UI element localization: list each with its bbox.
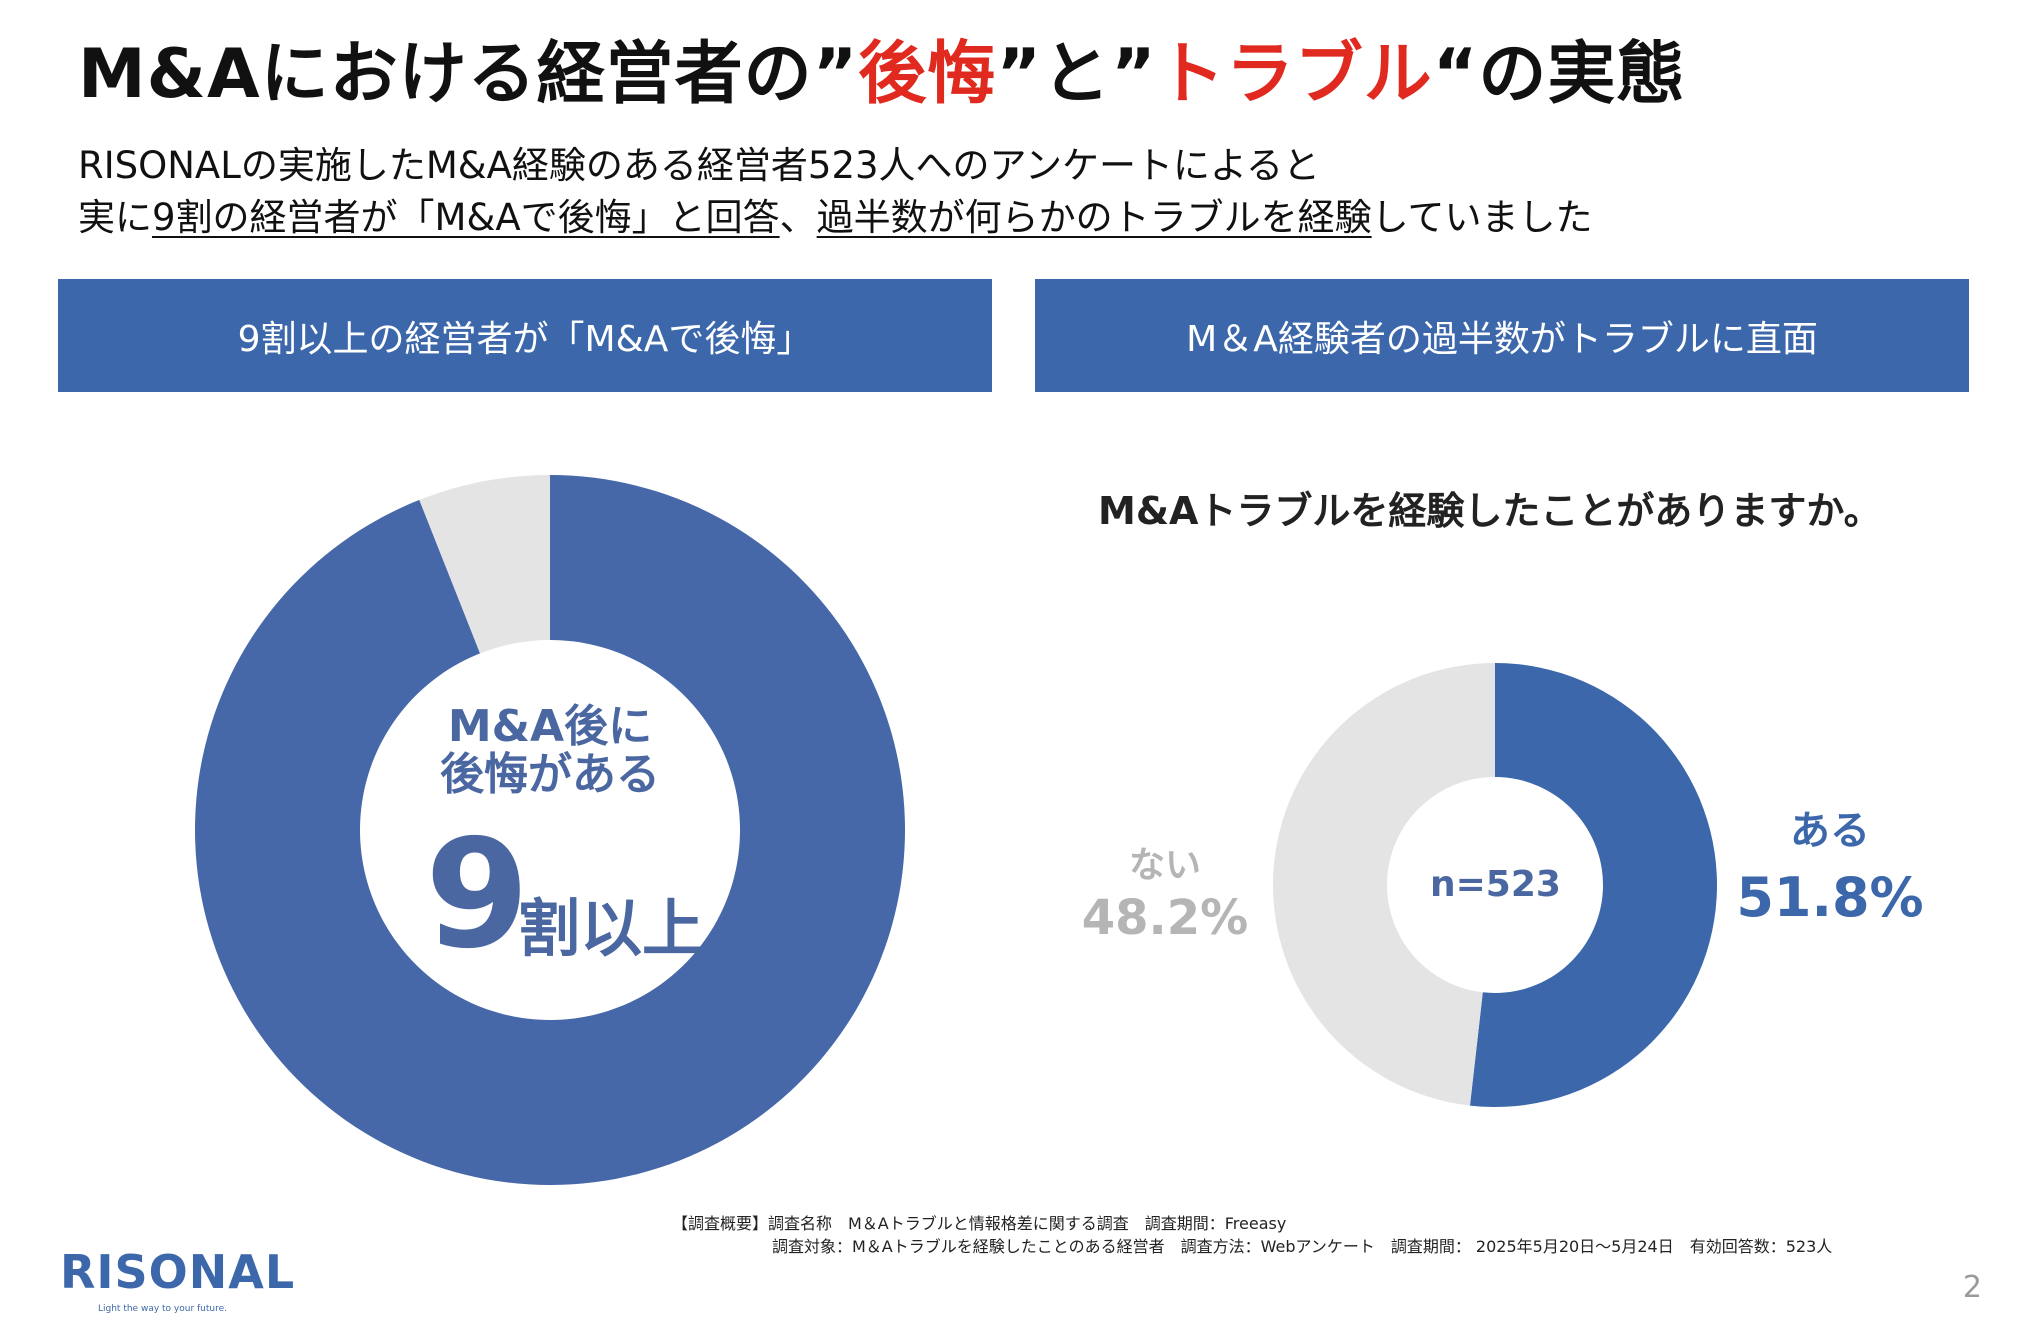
lead2-comma: 、 (779, 196, 817, 239)
lead2-underline-regret: 9割の経営者が「M&Aで後悔」と回答 (152, 196, 780, 239)
no-label: ない (1128, 845, 1201, 886)
regret-donut-chart (194, 475, 905, 1185)
title-part1: M&Aにおける経営者の” (78, 35, 859, 114)
donut-slice-その他 (419, 475, 550, 654)
risonal-logo: RISONAL (60, 1245, 296, 1299)
trouble-donut-chart (1273, 663, 1717, 1107)
donut-center-line1: M&A後に (447, 701, 653, 752)
donut-center-suffix: 割以上 (518, 892, 705, 965)
trouble-question: M&Aトラブルを経験したことがありますか。 (1098, 489, 1882, 533)
donut-slice-ない (1273, 663, 1495, 1106)
yes-percentage: 51.8% (1736, 866, 1924, 929)
survey-note-line2: 調査対象：M＆Aトラブルを経験したことのある経営者 調査方法：Webアンケート … (772, 1237, 1833, 1256)
survey-note-line1: 【調査概要】調査名称 M＆Aトラブルと情報格差に関する調査 調査期間：Freea… (672, 1214, 1287, 1233)
donut-slice-後悔がある (194, 475, 905, 1185)
no-percentage: 48.2% (1081, 890, 1249, 946)
title-highlight-trouble: トラブル (1156, 35, 1433, 114)
donut-slice-ある (1469, 663, 1717, 1107)
donut-center-big-number: 9 (425, 808, 530, 982)
page-number: 2 (1962, 1270, 1982, 1305)
lead2-prefix: 実に (78, 196, 152, 239)
title-highlight-regret: 後悔 (858, 35, 997, 114)
title-part3: “の実態 (1432, 35, 1686, 114)
title-part2: ”と” (996, 35, 1157, 114)
lead2-underline-trouble: 過半数が何らかのトラブルを経験 (816, 196, 1372, 239)
lead2-suffix: していました (1371, 196, 1593, 239)
lead-line-1: RISONALの実施したM&A経験のある経営者523人へのアンケートによると (78, 144, 1320, 187)
donut-center-line2: 後悔がある (440, 749, 660, 800)
logo-tagline: Light the way to your future. (98, 1304, 228, 1314)
left-section-header: 9割以上の経営者が「M&Aで後悔」 (58, 279, 992, 392)
page-title: M&Aにおける経営者の”後悔”と”トラブル“の実態 (78, 18, 1685, 117)
sample-size-label: n=523 (1430, 864, 1561, 905)
yes-label: ある (1790, 808, 1870, 854)
lead-line-2: 実に9割の経営者が「M&Aで後悔」と回答、過半数が何らかのトラブルを経験していま… (78, 187, 1593, 241)
right-section-header: M＆A経験者の過半数がトラブルに直面 (1035, 279, 1969, 392)
